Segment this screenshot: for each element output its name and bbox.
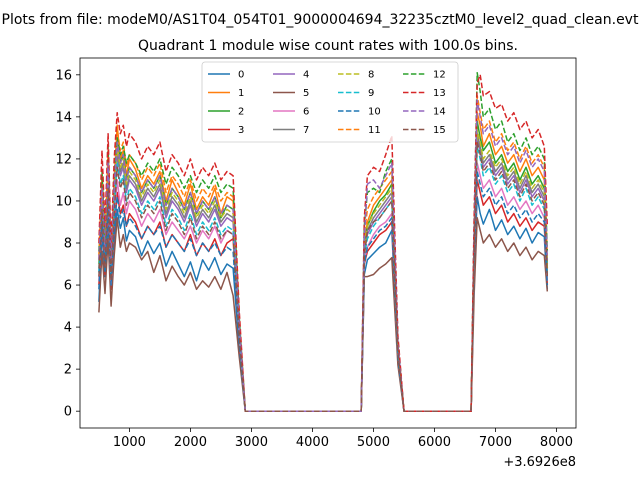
legend-label: 1 xyxy=(238,88,244,99)
y-tick-label: 14 xyxy=(55,110,72,125)
y-tick-label: 10 xyxy=(55,194,72,209)
y-tick-label: 16 xyxy=(55,68,72,83)
legend-item-9: 9 xyxy=(338,88,374,99)
legend-item-4: 4 xyxy=(273,70,309,81)
series-line-14 xyxy=(98,99,549,412)
legend-label: 11 xyxy=(368,125,381,136)
legend-label: 0 xyxy=(238,70,244,81)
legend-item-2: 2 xyxy=(208,107,244,118)
legend-item-10: 10 xyxy=(338,107,381,118)
series-line-0 xyxy=(98,196,549,412)
legend-item-0: 0 xyxy=(208,70,244,81)
legend-item-6: 6 xyxy=(273,107,309,118)
legend-label: 7 xyxy=(303,125,309,136)
x-axis-offset-label: +3.6926e8 xyxy=(503,455,576,470)
legend-label: 10 xyxy=(368,107,381,118)
legend-item-14: 14 xyxy=(403,107,446,118)
legend-label: 4 xyxy=(303,70,309,81)
legend-item-8: 8 xyxy=(338,70,374,81)
y-tick-label: 4 xyxy=(64,321,72,336)
legend-label: 13 xyxy=(433,88,446,99)
legend-item-13: 13 xyxy=(403,88,446,99)
series-line-15 xyxy=(98,141,549,412)
legend-label: 6 xyxy=(303,107,309,118)
legend-item-11: 11 xyxy=(338,125,381,136)
figure-suptitle: Plots from file: modeM0/AS1T04_054T01_90… xyxy=(2,12,639,28)
legend-label: 12 xyxy=(433,70,446,81)
x-tick-label: 6000 xyxy=(418,435,451,450)
y-axis: 0 2 4 6 8 10 12 14 16 xyxy=(55,68,80,420)
series-line-11 xyxy=(98,95,549,412)
x-tick-label: 7000 xyxy=(479,435,512,450)
legend-item-12: 12 xyxy=(403,70,446,81)
series-line-13 xyxy=(98,74,549,412)
legend-label: 2 xyxy=(238,107,244,118)
legend-label: 8 xyxy=(368,70,374,81)
legend-label: 9 xyxy=(368,88,374,99)
x-tick-label: 3000 xyxy=(235,435,268,450)
y-tick-label: 6 xyxy=(64,279,72,294)
y-tick-label: 8 xyxy=(64,237,72,252)
x-tick-label: 8000 xyxy=(540,435,573,450)
legend-box xyxy=(201,61,459,143)
x-tick-label: 5000 xyxy=(357,435,390,450)
series-line-9 xyxy=(98,145,549,412)
legend-item-15: 15 xyxy=(403,125,446,136)
x-axis: 1000 2000 3000 4000 5000 6000 7000 8000 xyxy=(113,428,573,450)
y-tick-label: 0 xyxy=(64,405,72,420)
legend-label: 15 xyxy=(433,125,446,136)
legend-label: 14 xyxy=(433,107,446,118)
legend-item-1: 1 xyxy=(208,88,244,99)
y-tick-label: 2 xyxy=(64,363,72,378)
x-tick-label: 4000 xyxy=(296,435,329,450)
x-tick-label: 1000 xyxy=(113,435,146,450)
x-tick-label: 2000 xyxy=(174,435,207,450)
legend-item-7: 7 xyxy=(273,125,309,136)
legend-item-3: 3 xyxy=(208,125,244,136)
plot-lines xyxy=(98,71,549,412)
legend-label: 5 xyxy=(303,88,309,99)
y-tick-label: 12 xyxy=(55,152,72,167)
series-line-5 xyxy=(98,217,549,412)
chart-title: Quadrant 1 module wise count rates with … xyxy=(138,38,518,54)
series-line-8 xyxy=(98,128,549,412)
legend-label: 3 xyxy=(238,125,244,136)
legend-item-5: 5 xyxy=(273,88,309,99)
